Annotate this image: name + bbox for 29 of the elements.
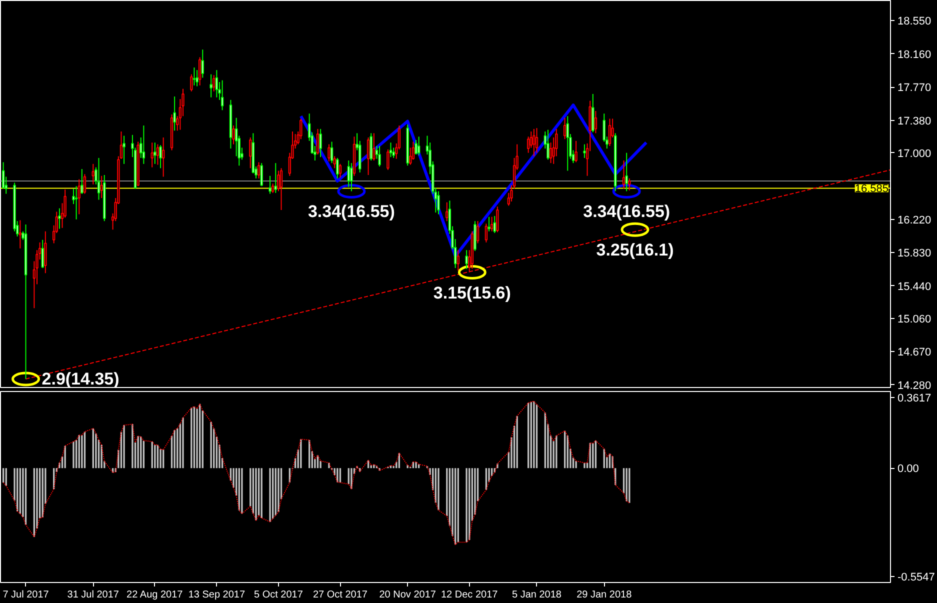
y-tick-label: 17.770 — [898, 82, 932, 94]
x-tick-label: 7 Jul 2017 — [2, 590, 50, 600]
y-tick-label: 14.280 — [898, 380, 932, 392]
y-tick-label: 14.670 — [898, 346, 932, 359]
x-tick-label: 22 Aug 2017 — [126, 590, 184, 600]
x-tick-label: 31 Jul 2017 — [67, 590, 120, 600]
x-tick-label: 12 Dec 2017 — [441, 590, 498, 600]
x-tick-label: 13 Sep 2017 — [188, 590, 246, 600]
y-tick-label: 0.3617 — [898, 392, 932, 404]
y-tick-label: 15.060 — [898, 313, 932, 326]
y-tick-label: 15.440 — [898, 280, 932, 293]
annotation: 3.34(16.55) — [308, 202, 395, 222]
ref-line-label: 16.585 — [854, 183, 889, 196]
annotation: 3.25(16.1) — [596, 240, 674, 260]
x-tick-label: 27 Oct 2017 — [312, 590, 368, 600]
x-tick-label: 20 Nov 2017 — [379, 590, 436, 600]
y-tick-label: 0.00 — [898, 463, 919, 476]
y-tick-label: 18.550 — [898, 16, 932, 28]
y-tick-label: 15.830 — [898, 248, 932, 260]
y-tick-label: 18.160 — [898, 48, 932, 61]
y-tick-label: 17.380 — [898, 115, 932, 128]
x-tick-label: 5 Oct 2017 — [254, 590, 304, 600]
annotation: 3.34(16.55) — [583, 202, 670, 222]
annotation: 3.15(15.6) — [433, 283, 511, 302]
y-tick-label: 17.000 — [898, 148, 932, 160]
x-tick-label: 5 Jan 2018 — [512, 590, 562, 600]
x-tick-label: 29 Jan 2018 — [576, 590, 632, 600]
y-tick-label: -0.5547 — [898, 572, 935, 584]
y-tick-label: 16.220 — [898, 214, 932, 226]
